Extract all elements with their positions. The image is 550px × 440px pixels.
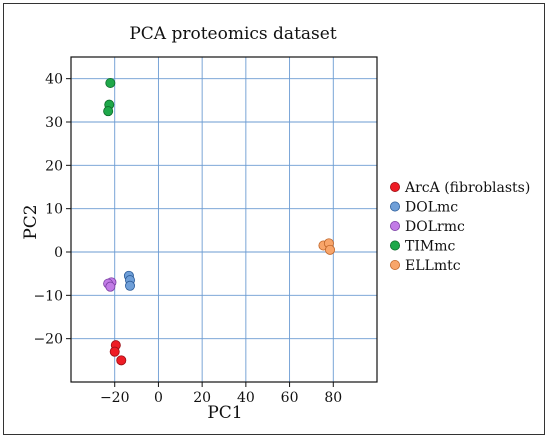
plot-area (70, 56, 378, 383)
legend-label: ArcA (fibroblasts) (404, 180, 530, 196)
chart-title: PCA proteomics dataset (129, 24, 336, 44)
grid-lines (71, 57, 377, 382)
data-point (109, 346, 120, 357)
legend-marker (389, 259, 400, 270)
legend-marker (389, 201, 400, 212)
x-tick-label: 20 (193, 390, 211, 406)
axis-ticks: −20 0 20 40 60 80 −20 −10 0 10 20 30 40 (33, 72, 342, 406)
x-tick-label: 60 (281, 390, 299, 406)
x-tick-label: 0 (154, 390, 163, 406)
data-points (103, 78, 336, 366)
data-point (105, 78, 116, 89)
data-point (325, 244, 336, 255)
data-point (116, 355, 127, 366)
y-tick-label: 40 (45, 72, 63, 88)
data-point (103, 106, 114, 117)
y-axis-label: PC2 (21, 204, 41, 239)
x-tick-label: −20 (100, 390, 130, 406)
y-tick-label: 10 (45, 202, 63, 218)
y-tick-label: 0 (54, 245, 63, 261)
x-axis-label: PC1 (207, 403, 242, 423)
data-point (125, 280, 136, 291)
data-point (105, 281, 116, 292)
legend-label: DOLmc (405, 200, 458, 216)
legend-label: DOLrmc (405, 219, 465, 235)
y-tick-label: 20 (45, 158, 63, 174)
chart-frame (3, 3, 545, 435)
legend-marker (389, 240, 400, 251)
legend-marker (389, 220, 400, 231)
legend: ArcA (fibroblasts) DOLmc DOLrmc TIMmc ELLmtc (389, 180, 530, 274)
y-tick-label: 30 (45, 115, 63, 131)
y-tick-label: −20 (33, 332, 63, 348)
legend-label: ELLmtc (405, 258, 461, 274)
legend-marker (389, 181, 400, 192)
x-tick-label: 80 (324, 390, 342, 406)
legend-label: TIMmc (405, 239, 455, 255)
y-tick-label: −10 (33, 288, 63, 304)
x-tick-label: 40 (237, 390, 255, 406)
